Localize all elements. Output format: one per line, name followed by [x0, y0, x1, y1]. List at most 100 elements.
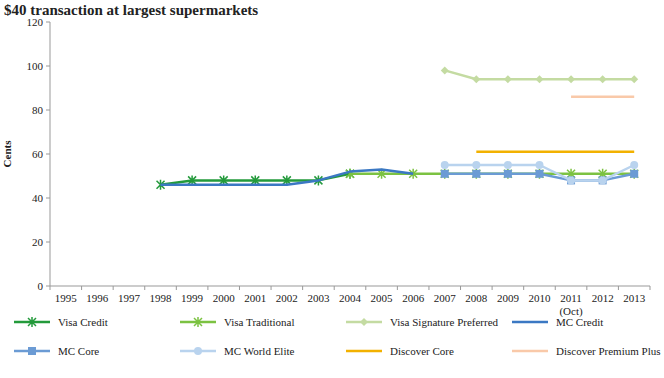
x-tick-label: 2010: [528, 292, 551, 304]
y-tick-label: 80: [32, 104, 44, 116]
legend-entry: MC Credit: [512, 316, 603, 328]
x-axis: [50, 286, 650, 287]
legend-label: Visa Credit: [58, 316, 108, 328]
y-tick: [46, 286, 50, 287]
plot-area: [157, 66, 639, 189]
x-tick: [492, 286, 493, 290]
marker: [567, 75, 575, 83]
legend-marker-shape: [194, 347, 202, 355]
y-tick: [46, 110, 50, 111]
x-tick-label: 2012: [592, 292, 614, 304]
marker: [472, 170, 480, 178]
marker: [630, 75, 638, 83]
x-tick-label-line: 2011: [560, 292, 582, 304]
x-tick-label-line: 2005: [371, 292, 394, 304]
marker: [599, 176, 607, 184]
x-tick-label: 1997: [118, 292, 141, 304]
y-tick-label: 120: [27, 16, 44, 28]
y-tick-label: 20: [32, 236, 44, 248]
x-tick-label: 2009: [497, 292, 520, 304]
legend-label: Discover Core: [390, 345, 454, 357]
legend-marker-shape: [360, 318, 368, 326]
legend-label: MC Core: [58, 345, 99, 357]
marker: [504, 75, 512, 83]
series: [476, 151, 634, 152]
y-tick: [46, 242, 50, 243]
marker: [504, 161, 512, 169]
x-tick-label-line: 2013: [623, 292, 646, 304]
y-tick-label: 40: [32, 192, 44, 204]
x-tick: [176, 286, 177, 290]
legend-label: MC World Elite: [224, 345, 295, 357]
x-tick: [271, 286, 272, 290]
x-tick-label-line: 2003: [307, 292, 330, 304]
legend-marker: [194, 347, 202, 355]
marker: [630, 161, 638, 169]
x-tick: [207, 286, 208, 290]
marker: [535, 161, 543, 169]
x-tick: [555, 286, 556, 290]
legend-marker: [360, 318, 368, 326]
legend-label: MC Credit: [556, 316, 603, 328]
x-tick-label-line: 1999: [181, 292, 204, 304]
marker: [472, 161, 480, 169]
x-tick: [460, 286, 461, 290]
x-tick-label-line: 2009: [497, 292, 520, 304]
x-tick-label-line: 1996: [86, 292, 109, 304]
y-tick: [46, 22, 50, 23]
legend-marker-shape: [28, 347, 36, 355]
x-tick: [50, 286, 51, 290]
marker: [441, 169, 449, 179]
x-tick-label-line: 1998: [150, 292, 173, 304]
marker: [630, 170, 638, 178]
y-tick: [46, 66, 50, 67]
x-tick-label: 1999: [181, 292, 204, 304]
marker: [567, 176, 575, 184]
series-line: [476, 151, 634, 154]
marker: [472, 75, 480, 83]
x-tick-label-line: 2000: [213, 292, 236, 304]
x-tick-label: 2003: [307, 292, 330, 304]
x-tick-label-line: 2004: [339, 292, 362, 304]
x-tick: [81, 286, 82, 290]
y-tick: [46, 198, 50, 199]
x-tick: [144, 286, 145, 290]
legend-swatch: [346, 350, 382, 353]
marker: [567, 176, 575, 184]
x-tick: [428, 286, 429, 290]
marker: [504, 169, 512, 179]
x-tick-label: 1996: [86, 292, 109, 304]
x-tick-label-line: 1995: [55, 292, 78, 304]
legend-entry: Visa Credit: [14, 316, 108, 328]
x-tick: [334, 286, 335, 290]
x-tick-label-line: 2010: [528, 292, 551, 304]
chart: $40 transaction at largest supermarketsC…: [0, 0, 664, 378]
x-tick-label: 1995: [55, 292, 78, 304]
legend-swatch: [512, 321, 548, 324]
x-tick-label: 2006: [402, 292, 425, 304]
series-line: [571, 96, 634, 99]
marker: [441, 161, 449, 169]
x-tick-label: 2001: [244, 292, 266, 304]
legend-label: Visa Traditional: [224, 316, 295, 328]
legend-entry: Visa Traditional: [180, 316, 295, 328]
x-tick-label: 2007: [434, 292, 457, 304]
series: [571, 96, 634, 97]
marker: [504, 170, 512, 178]
legend-entry: Discover Premium Plus: [512, 345, 661, 357]
marker: [630, 169, 638, 179]
x-tick: [650, 286, 651, 290]
legend-entry: Discover Core: [346, 345, 454, 357]
y-axis-label: Cents: [1, 140, 13, 168]
x-tick-label: 1998: [150, 292, 173, 304]
legend-entry: MC Core: [14, 345, 99, 357]
x-tick: [586, 286, 587, 290]
x-tick-label: 2000: [213, 292, 236, 304]
series: [441, 161, 638, 184]
legend-marker-shape: [194, 317, 202, 327]
marker: [472, 169, 480, 179]
series-line: [161, 169, 414, 184]
x-tick-label: 2005: [371, 292, 394, 304]
x-tick: [618, 286, 619, 290]
y-tick-label: 100: [27, 60, 44, 72]
